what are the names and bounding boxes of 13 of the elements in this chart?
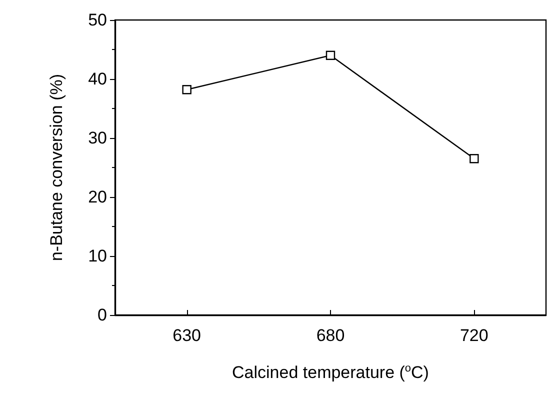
y-tick-label: 50 [88, 10, 107, 30]
y-tick-label: 30 [88, 128, 107, 148]
y-tick-label: 20 [88, 188, 107, 206]
y-tick-label: 40 [88, 70, 107, 88]
x-tick-label: 680 [316, 326, 345, 345]
point [470, 154, 479, 164]
y-axis-title: n-Butane conversion (%) [47, 74, 66, 262]
y-tick-label: 10 [88, 246, 107, 266]
x-tick-label: 630 [172, 326, 202, 345]
x-tick-label: 720 [460, 326, 488, 345]
y-tick-label: 0 [98, 306, 107, 324]
point [326, 50, 336, 60]
point [182, 85, 192, 94]
